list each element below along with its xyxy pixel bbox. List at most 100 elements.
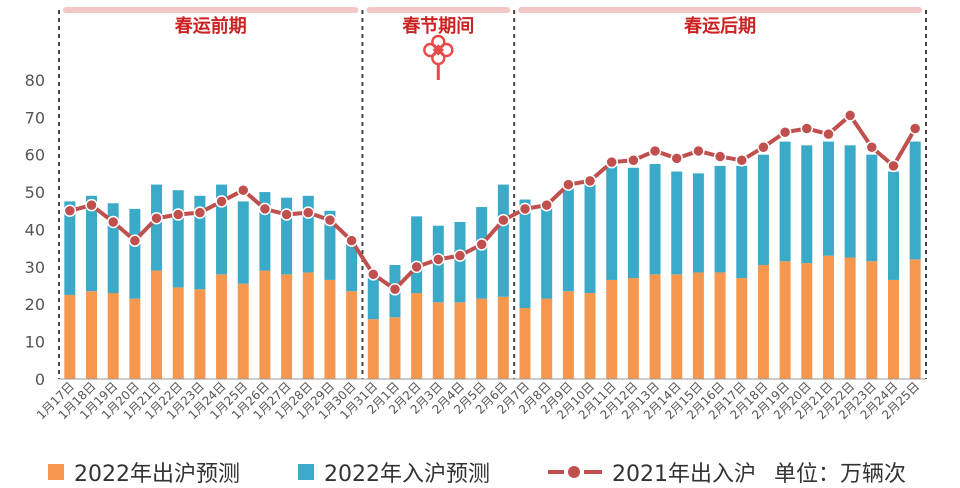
bar-inbound-2022 <box>411 216 423 294</box>
bar-outbound-2022 <box>432 302 444 379</box>
bar-inbound-2022 <box>454 221 466 303</box>
legend-item-total-2021[interactable]: 2021年出入沪 单位：万辆次 <box>548 456 906 488</box>
bar-outbound-2022 <box>692 272 704 379</box>
point-total-2021 <box>627 154 640 167</box>
bar-outbound-2022 <box>107 293 119 379</box>
point-total-2021 <box>258 202 272 216</box>
legend-item-inbound-2022[interactable]: 2022年入沪预测 <box>298 456 490 488</box>
y-tick-label: 30 <box>25 258 45 277</box>
outbound-swatch <box>48 464 64 480</box>
bar-outbound-2022 <box>86 291 98 379</box>
point-total-2021 <box>670 152 683 165</box>
bar-outbound-2022 <box>389 317 401 379</box>
period-sections: 春运前期 春节期间 春运后期 <box>58 7 927 379</box>
bar-inbound-2022 <box>107 203 119 294</box>
bar-inbound-2022 <box>281 197 293 275</box>
point-total-2021 <box>323 213 337 227</box>
point-total-2021 <box>713 150 727 163</box>
bar-inbound-2022 <box>476 207 488 299</box>
point-total-2021 <box>735 154 749 167</box>
bar-inbound-2022 <box>909 141 921 260</box>
point-total-2021 <box>778 126 792 139</box>
bar-inbound-2022 <box>64 201 76 295</box>
bar-inbound-2022 <box>237 201 249 284</box>
bar-outbound-2022 <box>259 270 271 379</box>
period-header-bar <box>518 7 922 13</box>
bar-outbound-2022 <box>367 319 379 379</box>
y-tick-label: 70 <box>25 108 45 127</box>
point-total-2021 <box>865 140 879 154</box>
bar-inbound-2022 <box>367 270 379 320</box>
line-marker-icon <box>548 464 602 480</box>
period-header-bar <box>366 7 511 13</box>
bar-outbound-2022 <box>562 291 574 379</box>
bar-inbound-2022 <box>302 195 314 273</box>
bar-outbound-2022 <box>194 289 206 379</box>
bar-inbound-2022 <box>519 199 531 308</box>
bar-outbound-2022 <box>497 296 509 379</box>
legend-item-outbound-2022[interactable]: 2022年出沪预测 <box>48 456 240 488</box>
bar-outbound-2022 <box>844 257 856 379</box>
bar-inbound-2022 <box>822 141 834 256</box>
bar-outbound-2022 <box>887 279 899 379</box>
bar-outbound-2022 <box>866 261 878 379</box>
y-tick-label: 0 <box>35 370 45 389</box>
y-tick-label: 40 <box>25 220 45 239</box>
point-total-2021 <box>128 234 142 247</box>
x-axis: 1月17日1月18日1月19日1月20日1月21日1月22日1月23日1月24日… <box>34 378 926 422</box>
bar-inbound-2022 <box>151 184 163 271</box>
bar-inbound-2022 <box>194 195 206 290</box>
point-total-2021 <box>367 268 380 281</box>
bar-inbound-2022 <box>584 182 596 294</box>
point-total-2021 <box>648 144 662 158</box>
bar-inbound-2022 <box>627 167 639 279</box>
bar-outbound-2022 <box>649 274 661 379</box>
bar-inbound-2022 <box>259 192 271 271</box>
inbound-swatch <box>298 464 314 480</box>
bar-outbound-2022 <box>216 274 228 379</box>
bar-inbound-2022 <box>346 242 358 292</box>
bar-outbound-2022 <box>671 274 683 379</box>
bar-outbound-2022 <box>519 307 531 379</box>
bar-inbound-2022 <box>866 154 878 262</box>
y-tick-label: 10 <box>25 333 45 352</box>
point-total-2021 <box>843 109 857 122</box>
bar-outbound-2022 <box>606 279 618 379</box>
bar-outbound-2022 <box>627 278 639 379</box>
bar-outbound-2022 <box>346 291 358 379</box>
bar-inbound-2022 <box>497 184 509 297</box>
point-total-2021 <box>193 206 207 219</box>
bar-inbound-2022 <box>86 195 98 292</box>
point-total-2021 <box>236 183 250 197</box>
y-tick-label: 50 <box>25 183 45 202</box>
point-total-2021 <box>908 122 922 135</box>
unit-label: 单位：万辆次 <box>774 462 907 487</box>
chinese-knot-icon <box>423 34 454 80</box>
point-total-2021 <box>562 178 575 191</box>
point-total-2021 <box>106 215 120 229</box>
bar-outbound-2022 <box>129 298 141 379</box>
legend-label-total-2021: 2021年出入沪 <box>612 462 756 487</box>
bar-series <box>64 141 921 379</box>
bar-inbound-2022 <box>324 210 336 280</box>
bar-outbound-2022 <box>584 293 596 379</box>
bar-outbound-2022 <box>324 279 336 379</box>
bar-outbound-2022 <box>281 274 293 379</box>
point-total-2021 <box>453 249 467 262</box>
bar-outbound-2022 <box>302 272 314 379</box>
bar-inbound-2022 <box>757 154 769 265</box>
bar-inbound-2022 <box>649 164 661 275</box>
bar-inbound-2022 <box>216 184 228 275</box>
bar-inbound-2022 <box>671 171 683 275</box>
bar-inbound-2022 <box>844 145 856 258</box>
bar-inbound-2022 <box>887 171 899 280</box>
bar-outbound-2022 <box>411 293 423 379</box>
legend-label-inbound-2022: 2022年入沪预测 <box>324 462 490 487</box>
line-total-2021 <box>69 113 917 292</box>
bar-outbound-2022 <box>757 264 769 379</box>
y-tick-label: 20 <box>25 295 45 314</box>
line-series <box>63 109 922 296</box>
point-total-2021 <box>432 253 445 266</box>
period-label: 春运前期 <box>175 15 247 37</box>
period-label: 春运后期 <box>684 15 756 37</box>
